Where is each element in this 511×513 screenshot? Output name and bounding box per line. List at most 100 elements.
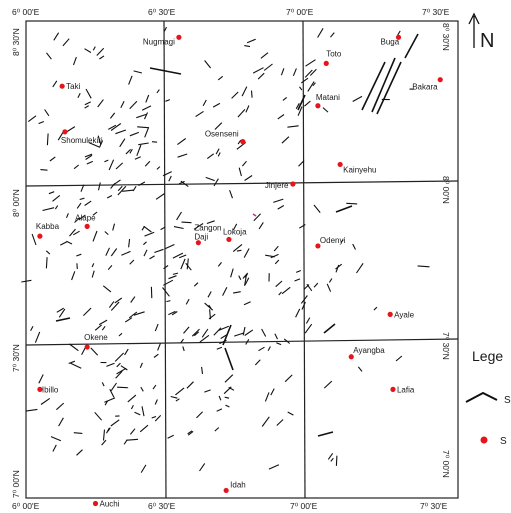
lineament [282, 96, 288, 101]
lineament [300, 295, 308, 304]
lineament [154, 248, 164, 254]
grid-line-7-30n [25, 338, 459, 346]
lineament [65, 213, 69, 219]
lineament [185, 262, 192, 271]
lineament [295, 103, 300, 110]
legend: Lege S S [465, 348, 511, 447]
lineament [186, 258, 189, 270]
town-ayangba: Ayangba [348, 346, 385, 360]
lineament [53, 32, 60, 41]
left-tick-7-30n: 7⁰ 30'N [11, 344, 21, 372]
lineament [69, 343, 79, 352]
lineament [124, 348, 129, 356]
lineament [71, 271, 76, 281]
legend-town-dot-icon [480, 436, 488, 444]
lineament [196, 411, 203, 419]
lineament [152, 384, 157, 390]
town-zangon-daji: Zangon Daji [194, 224, 222, 246]
town-dot [59, 83, 65, 89]
town-dot [290, 181, 296, 187]
lineament [91, 270, 95, 278]
lineament [277, 114, 285, 120]
lineament [68, 360, 76, 365]
lineament [129, 259, 135, 265]
town-lokoja: Lokoja [223, 227, 247, 243]
lineament [326, 283, 332, 292]
legend-item-town: S [500, 436, 507, 447]
lineament [244, 45, 251, 48]
lineament [244, 329, 254, 336]
lineament [52, 444, 57, 452]
lineament [246, 38, 256, 44]
lineament [115, 162, 124, 170]
lineament [317, 28, 324, 38]
town-dot [315, 243, 321, 249]
lineament [110, 301, 120, 311]
lineament [274, 259, 280, 265]
lineament [72, 56, 77, 66]
lineament [143, 225, 152, 233]
lineament [107, 265, 113, 271]
left-tick-7-00n: 7⁰ 00'N [11, 470, 21, 498]
lineament [273, 245, 279, 252]
pink-mark [252, 213, 257, 217]
top-tick-6-30e: 6⁰ 30'E [148, 7, 176, 17]
lineament [44, 109, 50, 117]
lineament [84, 153, 93, 158]
lineament [309, 68, 317, 76]
lineament [122, 189, 135, 192]
lineament [104, 159, 109, 163]
town-dot [337, 161, 343, 168]
lineament [300, 77, 309, 84]
lineament [238, 167, 242, 177]
lineament-long [404, 33, 419, 59]
lineament [213, 178, 219, 187]
town-osenseni: Osenseni [205, 130, 246, 145]
town-dot [176, 34, 182, 40]
lineament [305, 317, 311, 324]
lineament [209, 309, 212, 320]
lineament-long [335, 205, 353, 213]
lineament [395, 355, 403, 362]
lineament [244, 273, 248, 278]
lineament [204, 60, 212, 69]
lineament [52, 80, 58, 88]
lineament [143, 112, 149, 120]
lineament [223, 386, 232, 395]
town-label: Shomulekiri [61, 136, 103, 145]
town-dot [223, 487, 229, 494]
lineament [166, 300, 171, 303]
lineament [199, 334, 210, 343]
town-dot [387, 311, 393, 317]
lineament [112, 223, 116, 231]
lineament [123, 439, 128, 445]
lineament [60, 241, 68, 246]
lineament [106, 362, 115, 367]
lineament [153, 353, 159, 358]
lineament-long [371, 57, 396, 113]
lineament [238, 275, 242, 281]
lineament [208, 304, 212, 309]
lineament [45, 250, 51, 255]
grid-line-7-00e [302, 20, 306, 499]
lineament [105, 247, 110, 256]
lineament [352, 243, 356, 250]
lineament [141, 406, 145, 417]
lineament [257, 72, 265, 80]
lineament [156, 89, 160, 94]
lineament [201, 328, 209, 338]
lineament [252, 67, 264, 74]
lineament [212, 102, 221, 108]
lineament [214, 122, 223, 130]
lineament [136, 144, 142, 156]
lineament [417, 265, 430, 268]
lineament [42, 207, 55, 212]
lineament [85, 154, 93, 160]
lineament [243, 248, 250, 258]
north-label: N [480, 30, 494, 52]
lineament [52, 194, 61, 202]
town-label: Ayale [394, 310, 414, 319]
town-layer: Nugmagi Toto Buga Bakara Taki Matani Shomuleki… [36, 34, 443, 508]
lineament [205, 176, 215, 182]
lineament [139, 362, 143, 369]
